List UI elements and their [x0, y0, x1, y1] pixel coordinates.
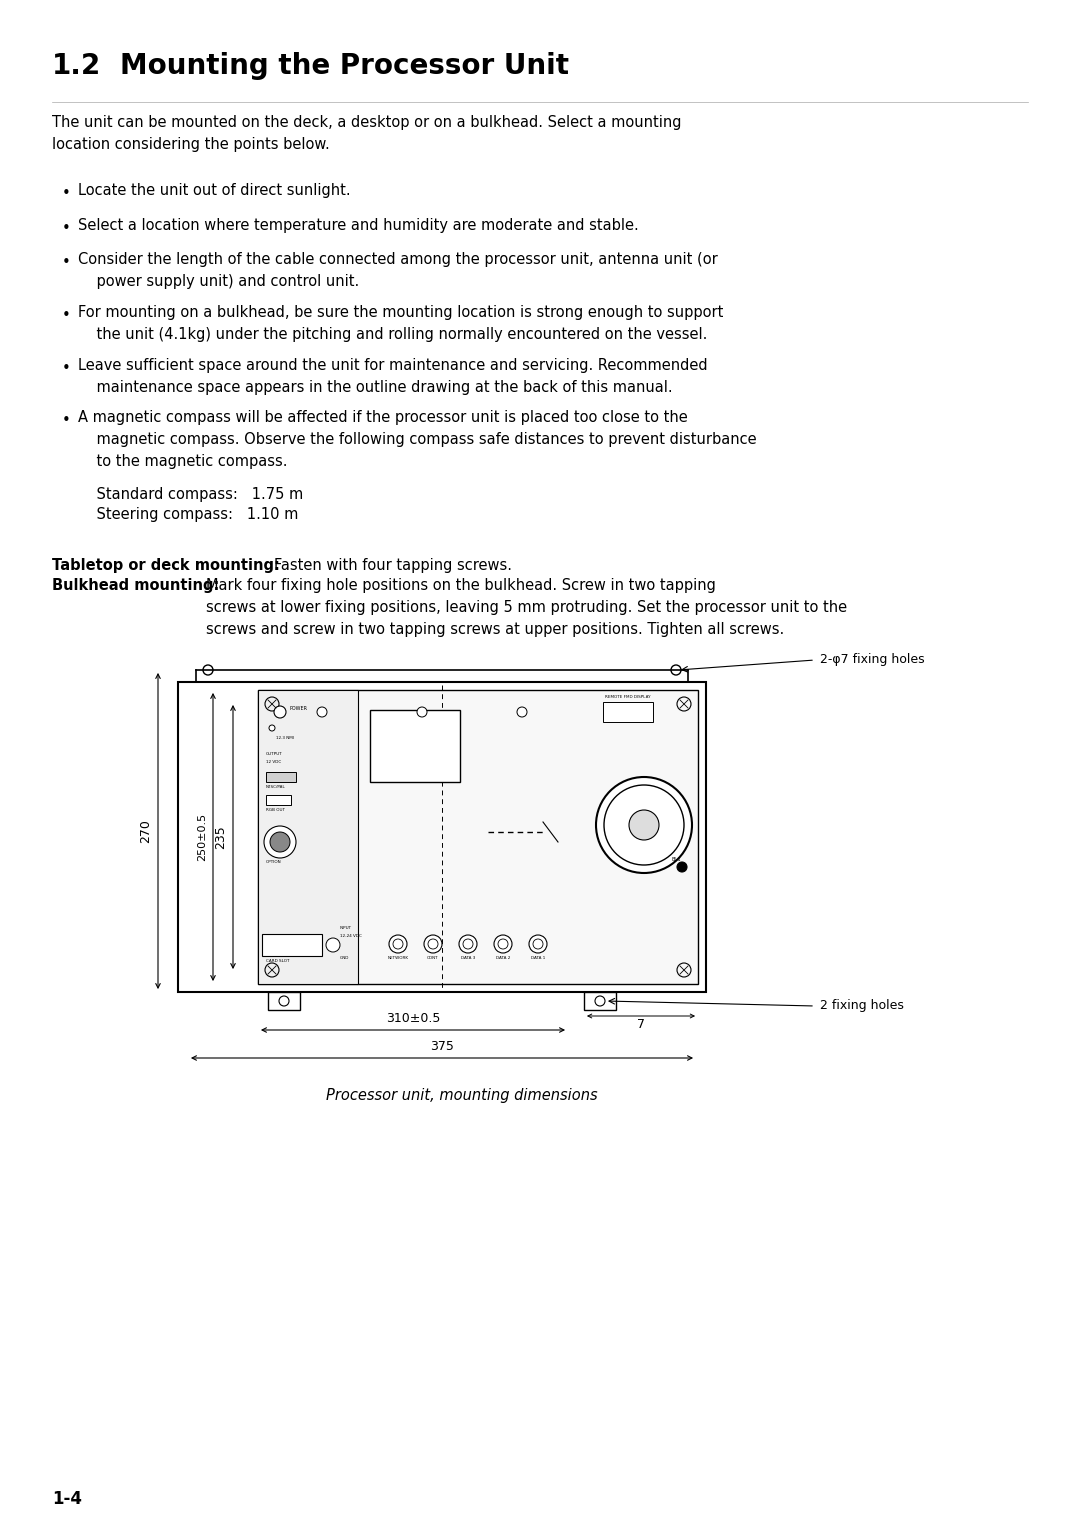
Text: 7: 7	[637, 1018, 645, 1031]
Bar	[178, 681, 706, 992]
Circle shape	[459, 935, 477, 953]
Text: Leave sufficient space around the unit for maintenance and servicing. Recommende: Leave sufficient space around the unit f…	[78, 358, 707, 396]
Text: For mounting on a bulkhead, be sure the mounting location is strong enough to su: For mounting on a bulkhead, be sure the …	[78, 306, 724, 342]
Text: CARD SLOT: CARD SLOT	[266, 960, 289, 963]
Text: NETWORK: NETWORK	[388, 957, 408, 960]
Circle shape	[318, 707, 327, 717]
Text: •: •	[62, 255, 71, 270]
Text: Standard compass:   1.75 m: Standard compass: 1.75 m	[78, 487, 303, 503]
Text: Mounting the Processor Unit: Mounting the Processor Unit	[120, 52, 569, 79]
Text: Processor unit, mounting dimensions: Processor unit, mounting dimensions	[326, 1088, 598, 1103]
Bar	[266, 795, 291, 805]
Circle shape	[494, 935, 512, 953]
Circle shape	[269, 724, 275, 730]
Text: •: •	[62, 413, 71, 428]
Circle shape	[326, 938, 340, 952]
Circle shape	[417, 707, 427, 717]
Text: •: •	[62, 309, 71, 322]
Text: Mark four fixing hole positions on the bulkhead. Screw in two tapping
screws at : Mark four fixing hole positions on the b…	[206, 578, 847, 637]
Text: INPUT: INPUT	[340, 926, 352, 931]
Text: 12 VDC: 12 VDC	[266, 759, 281, 764]
Text: 2 fixing holes: 2 fixing holes	[820, 999, 904, 1013]
Bar	[603, 701, 653, 723]
Circle shape	[463, 940, 473, 949]
Circle shape	[629, 810, 659, 840]
Circle shape	[529, 935, 546, 953]
Text: Steering compass:   1.10 m: Steering compass: 1.10 m	[78, 507, 298, 523]
Bar	[266, 772, 296, 782]
Bar	[268, 992, 300, 1010]
Circle shape	[389, 935, 407, 953]
Text: POWER: POWER	[291, 706, 308, 712]
Circle shape	[604, 785, 684, 865]
Bar	[370, 711, 460, 782]
Circle shape	[498, 940, 508, 949]
Circle shape	[428, 940, 438, 949]
Text: DATA 1: DATA 1	[531, 957, 545, 960]
Text: A magnetic compass will be affected if the processor unit is placed too close to: A magnetic compass will be affected if t…	[78, 410, 757, 469]
Text: 310±0.5: 310±0.5	[386, 1012, 441, 1024]
Circle shape	[264, 827, 296, 859]
Text: OUTPUT: OUTPUT	[266, 752, 283, 756]
Text: 270: 270	[139, 819, 152, 843]
Text: OPTION: OPTION	[266, 860, 282, 863]
Text: Tabletop or deck mounting:: Tabletop or deck mounting:	[52, 558, 280, 573]
Text: The unit can be mounted on the deck, a desktop or on a bulkhead. Select a mounti: The unit can be mounted on the deck, a d…	[52, 115, 681, 153]
Text: 1-4: 1-4	[52, 1490, 82, 1508]
Text: 12.3 NMI: 12.3 NMI	[276, 736, 294, 740]
Text: 2-φ7 fixing holes: 2-φ7 fixing holes	[820, 654, 924, 666]
Text: BJ-1: BJ-1	[672, 857, 681, 862]
Text: Bulkhead mounting:: Bulkhead mounting:	[52, 578, 219, 593]
Text: CONT: CONT	[428, 957, 438, 960]
Circle shape	[424, 935, 442, 953]
Text: •: •	[62, 361, 71, 376]
Text: Locate the unit out of direct sunlight.: Locate the unit out of direct sunlight.	[78, 183, 351, 199]
Text: 1.2: 1.2	[52, 52, 102, 79]
Text: 375: 375	[430, 1039, 454, 1053]
Bar	[258, 691, 698, 984]
Text: RGB OUT: RGB OUT	[266, 808, 285, 811]
Bar	[258, 691, 357, 984]
Text: DATA 3: DATA 3	[461, 957, 475, 960]
Circle shape	[270, 833, 291, 853]
Text: Fasten with four tapping screws.: Fasten with four tapping screws.	[274, 558, 512, 573]
Circle shape	[596, 778, 692, 872]
Bar	[262, 934, 322, 957]
Text: 235: 235	[214, 825, 227, 850]
Circle shape	[595, 996, 605, 1005]
Text: Select a location where temperature and humidity are moderate and stable.: Select a location where temperature and …	[78, 219, 638, 232]
Text: REMOTE FMD DISPLAY: REMOTE FMD DISPLAY	[605, 695, 651, 698]
Circle shape	[393, 940, 403, 949]
Bar	[584, 992, 616, 1010]
Text: DATA 2: DATA 2	[496, 957, 510, 960]
Circle shape	[274, 706, 286, 718]
Text: •: •	[62, 186, 71, 202]
Circle shape	[279, 996, 289, 1005]
Text: 12-24 VDC: 12-24 VDC	[340, 934, 362, 938]
Text: •: •	[62, 222, 71, 235]
Text: Consider the length of the cable connected among the processor unit, antenna uni: Consider the length of the cable connect…	[78, 252, 718, 289]
Text: NTSC/PAL: NTSC/PAL	[266, 785, 286, 788]
Text: GND: GND	[340, 957, 349, 960]
Circle shape	[517, 707, 527, 717]
Circle shape	[534, 940, 543, 949]
Text: 250±0.5: 250±0.5	[197, 813, 207, 862]
Circle shape	[677, 862, 687, 872]
